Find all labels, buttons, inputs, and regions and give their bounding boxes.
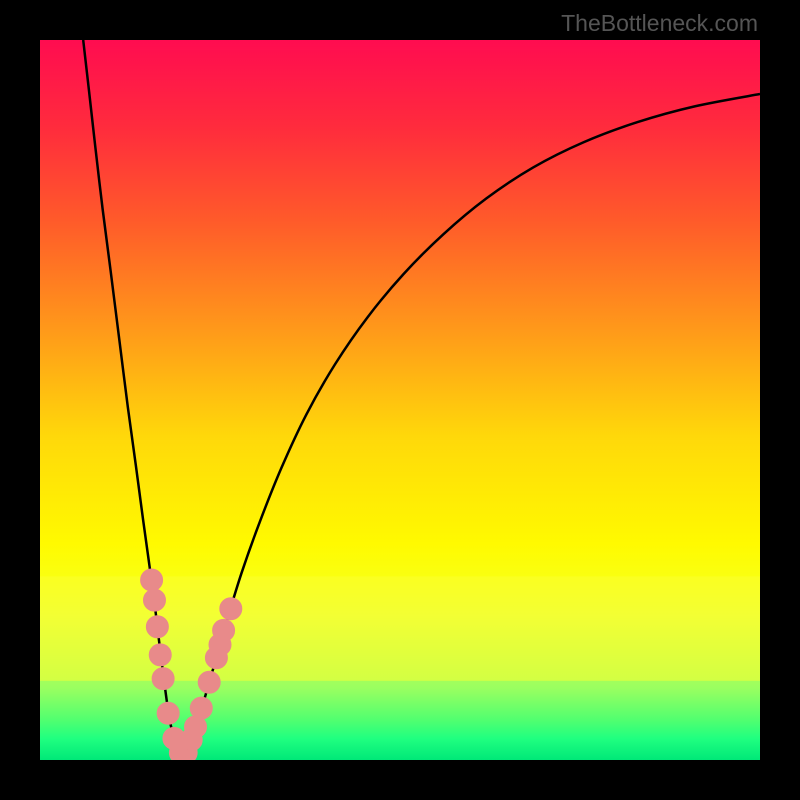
data-point xyxy=(146,616,168,638)
bottleneck-curve-chart xyxy=(40,40,760,760)
data-point xyxy=(157,702,179,724)
data-point xyxy=(141,569,163,591)
data-point xyxy=(149,644,171,666)
data-point xyxy=(152,668,174,690)
chart-container: TheBottleneck.com xyxy=(0,0,800,800)
data-point xyxy=(209,634,231,656)
data-point xyxy=(143,589,165,611)
watermark-text: TheBottleneck.com xyxy=(561,10,758,37)
data-point xyxy=(198,671,220,693)
data-point xyxy=(190,697,212,719)
data-point xyxy=(220,598,242,620)
